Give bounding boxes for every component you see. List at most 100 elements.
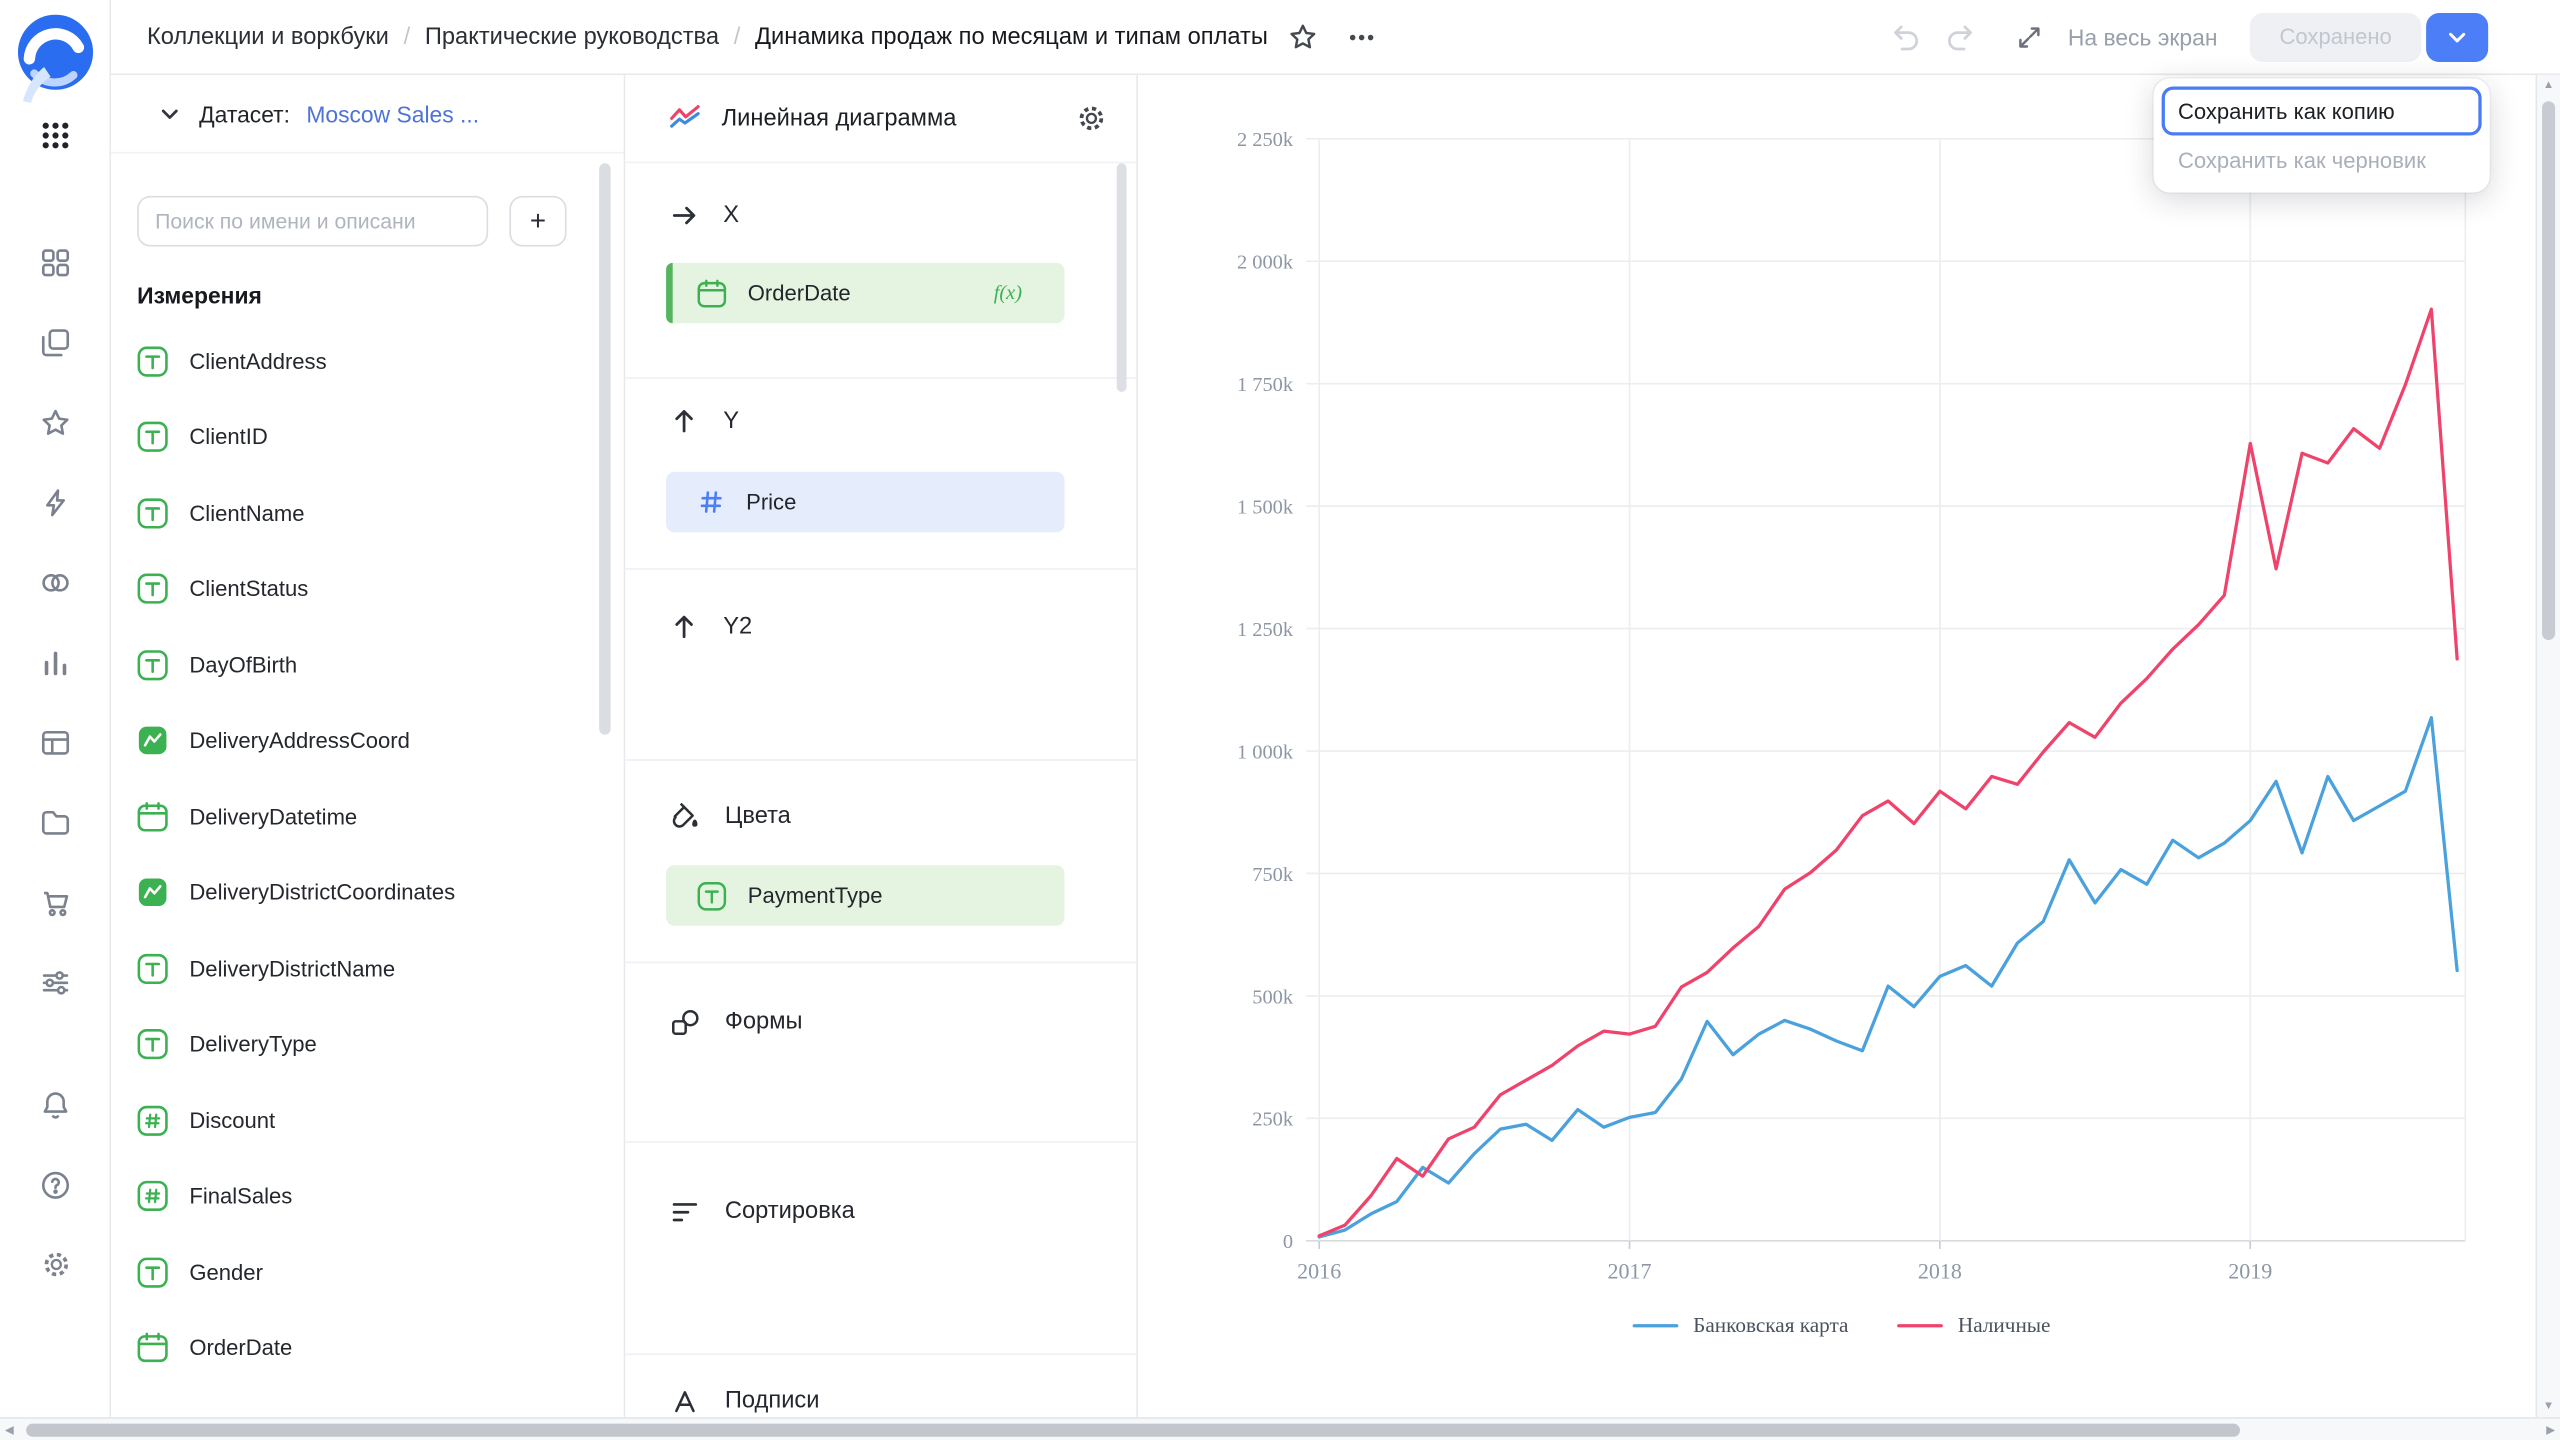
nav-dashboards-icon[interactable] xyxy=(0,222,111,302)
undo-icon[interactable] xyxy=(1888,20,1921,53)
chart-config-panel: Линейная диаграмма X xyxy=(625,75,1138,1418)
y-tick-label: 2 000k xyxy=(1237,252,1294,274)
section-colors-header: Цвета xyxy=(625,797,1136,836)
menu-item-save-as-copy[interactable]: Сохранить как копию xyxy=(2161,86,2482,136)
scroll-down-arrow-icon[interactable]: ▼ xyxy=(2542,1400,2555,1413)
legend-item-cash[interactable]: Наличные xyxy=(1897,1313,2050,1339)
horizontal-scrollbar[interactable]: ◀ ▶ xyxy=(0,1417,2560,1440)
field-item-ClientAddress[interactable]: ClientAddress xyxy=(111,323,624,399)
fullscreen-expand-icon[interactable] xyxy=(2012,20,2045,53)
menu-item-save-as-draft[interactable]: Сохранить как черновик xyxy=(2177,147,2426,173)
fullscreen-label[interactable]: На весь экран xyxy=(2067,23,2218,50)
field-type-number-icon xyxy=(137,1105,168,1136)
x-tick-label: 2019 xyxy=(2228,1258,2272,1283)
notifications-bell-icon[interactable] xyxy=(0,1064,111,1144)
save-dropdown-menu: Сохранить как копию Сохранить как чернов… xyxy=(2153,78,2490,193)
field-item-ClientStatus[interactable]: ClientStatus xyxy=(111,551,624,627)
settings-gear-icon[interactable] xyxy=(0,1224,111,1304)
field-type-number-icon xyxy=(697,488,725,516)
nav-favorites-icon[interactable] xyxy=(0,382,111,462)
nav-actions-icon[interactable] xyxy=(0,462,111,542)
y-field-pill-price[interactable]: Price xyxy=(666,471,1065,533)
breadcrumb: Коллекции и воркбуки / Практические руко… xyxy=(147,24,1268,50)
shapes-icon xyxy=(669,1007,700,1038)
apps-grid-icon[interactable] xyxy=(39,119,72,152)
legend-label: Наличные xyxy=(1957,1312,2051,1338)
section-sorting-label: Сортировка xyxy=(724,1198,855,1225)
horizontal-scroll-thumb[interactable] xyxy=(26,1423,2240,1437)
field-item-Gender[interactable]: Gender xyxy=(111,1234,624,1310)
x-tick-label: 2018 xyxy=(1918,1258,1962,1283)
field-name: FinalSales xyxy=(189,1184,293,1209)
chart-area: 0 250k 500k 750k 1 000k 1 250k 1 500k 1 750k 2 0… xyxy=(1137,75,2528,1418)
datalens-logo[interactable] xyxy=(13,10,98,105)
field-type-number-icon xyxy=(137,1181,168,1212)
formula-icon[interactable]: f(x) xyxy=(993,280,1023,304)
nav-datasets-icon[interactable] xyxy=(0,542,111,622)
field-item-DeliveryDistrictName[interactable]: DeliveryDistrictName xyxy=(111,931,624,1007)
field-item-DeliveryDatetime[interactable]: DeliveryDatetime xyxy=(111,779,624,855)
series-line-bank-card[interactable] xyxy=(1317,716,2459,1239)
vertical-scrollbar[interactable]: ▲ ▼ xyxy=(2535,75,2560,1418)
line-chart-type-icon[interactable] xyxy=(668,101,702,135)
arrow-up-icon xyxy=(669,407,698,436)
breadcrumb-guides[interactable]: Практические руководства xyxy=(424,23,720,50)
scroll-right-arrow-icon[interactable]: ▶ xyxy=(2546,1425,2556,1437)
field-item-DeliveryAddressCoord[interactable]: DeliveryAddressCoord xyxy=(111,703,624,779)
chevron-down-icon[interactable] xyxy=(157,100,183,126)
redo-icon[interactable] xyxy=(1944,20,1977,53)
favorite-star-icon[interactable] xyxy=(1288,22,1317,51)
legend-item-bank-card[interactable]: Банковская карта xyxy=(1632,1313,1848,1339)
section-labels-label: Подписи xyxy=(724,1387,820,1414)
vertical-scroll-thumb[interactable] xyxy=(2542,101,2556,641)
chart-legend: Банковская карта Наличные xyxy=(1269,1313,2415,1339)
nav-services-icon[interactable] xyxy=(0,942,111,1022)
dataset-scrollbar[interactable] xyxy=(599,163,611,735)
dataset-name-link[interactable]: Moscow Sales ... xyxy=(306,100,480,127)
field-item-OrderDate[interactable]: OrderDate xyxy=(111,1310,624,1386)
field-item-DeliveryType[interactable]: DeliveryType xyxy=(111,1007,624,1083)
dataset-label: Датасет: xyxy=(199,100,290,127)
field-item-DeliveryDistrictCoordinates[interactable]: DeliveryDistrictCoordinates xyxy=(111,855,624,931)
field-item-ClientName[interactable]: ClientName xyxy=(111,475,624,551)
scroll-left-arrow-icon[interactable]: ◀ xyxy=(4,1425,14,1437)
section-shapes-label: Формы xyxy=(724,1008,803,1036)
saved-button[interactable]: Сохранено xyxy=(2250,12,2422,62)
field-accent-bar xyxy=(666,262,673,324)
field-type-date-icon xyxy=(137,1333,168,1364)
y-tick-label: 250k xyxy=(1252,1109,1294,1131)
nav-charts-icon[interactable] xyxy=(0,622,111,702)
field-type-string-icon xyxy=(137,1029,168,1060)
left-nav-rail xyxy=(0,0,112,1440)
top-bar: Коллекции и воркбуки / Практические руко… xyxy=(111,0,2560,76)
save-dropdown-button[interactable] xyxy=(2426,12,2489,62)
help-icon[interactable] xyxy=(0,1144,111,1224)
more-menu-icon[interactable] xyxy=(1346,22,1375,51)
field-search-input[interactable] xyxy=(137,195,489,247)
scroll-up-arrow-icon[interactable]: ▲ xyxy=(2542,80,2555,92)
section-y2-header: Y2 xyxy=(625,607,1136,646)
field-name: ClientID xyxy=(189,424,268,450)
chart-type-title[interactable]: Линейная диаграмма xyxy=(721,105,957,132)
nav-storage-icon[interactable] xyxy=(0,782,111,862)
labels-icon xyxy=(669,1385,700,1416)
field-name: DayOfBirth xyxy=(189,652,298,678)
nav-tables-icon[interactable] xyxy=(0,702,111,782)
field-name: Gender xyxy=(189,1260,263,1285)
chart-settings-gear-icon[interactable] xyxy=(1076,103,1107,134)
section-x-label: X xyxy=(723,202,740,229)
field-item-Discount[interactable]: Discount xyxy=(111,1082,624,1158)
field-item-FinalSales[interactable]: FinalSales xyxy=(111,1158,624,1234)
breadcrumb-collections[interactable]: Коллекции и воркбуки xyxy=(146,23,389,50)
field-item-DayOfBirth[interactable]: DayOfBirth xyxy=(111,627,624,703)
field-type-string-icon xyxy=(137,422,168,453)
field-item-ClientID[interactable]: ClientID xyxy=(111,399,624,475)
series-line-cash[interactable] xyxy=(1317,307,2459,1238)
config-scrollbar[interactable] xyxy=(1116,163,1127,392)
x-field-pill-orderdate[interactable]: OrderDate f(x) xyxy=(666,262,1065,324)
colors-field-pill-paymenttype[interactable]: PaymentType xyxy=(666,865,1065,926)
field-type-geo-icon xyxy=(137,725,168,756)
nav-collections-icon[interactable] xyxy=(0,302,111,382)
add-field-button[interactable]: + xyxy=(509,195,567,247)
nav-marketplace-icon[interactable] xyxy=(0,862,111,942)
